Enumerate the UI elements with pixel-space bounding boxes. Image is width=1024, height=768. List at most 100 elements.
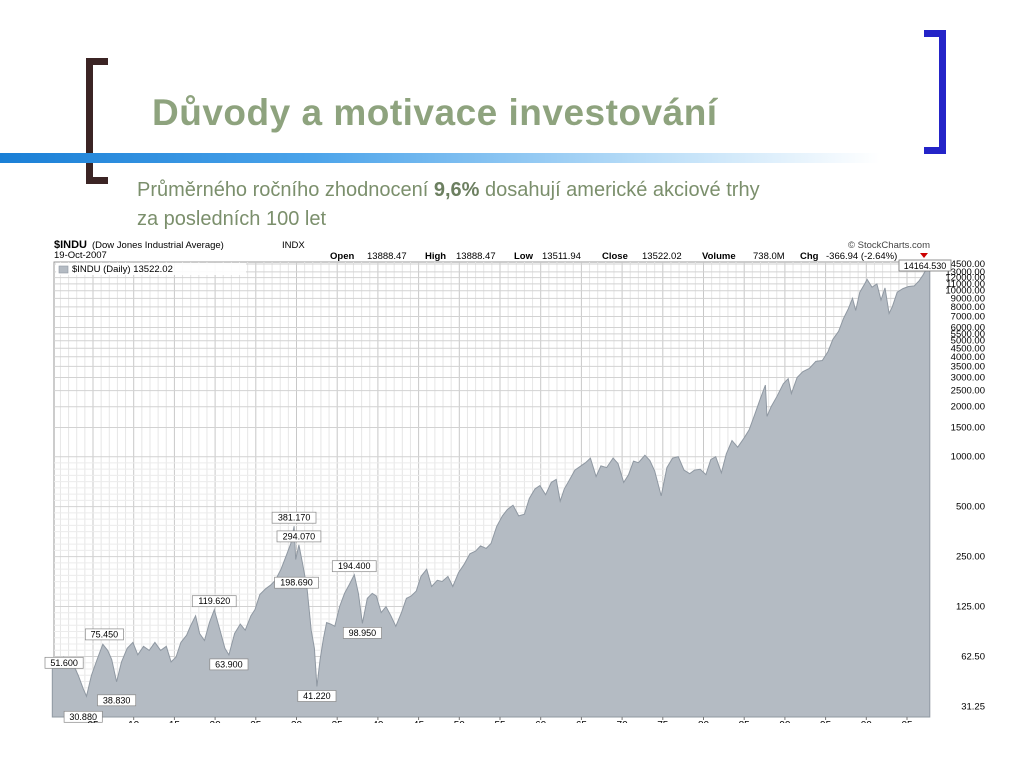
x-tick-label: 90 [779, 720, 791, 723]
last-value-label: 14164.530 [904, 261, 947, 271]
low-label: Low [514, 251, 534, 262]
annotation-label: 41.220 [303, 691, 331, 701]
close-label: Close [602, 251, 628, 262]
y-tick-label: 125.00 [956, 602, 985, 613]
legend-label: $INDU (Daily) 13522.02 [72, 264, 173, 275]
x-tick-label: 75 [657, 720, 669, 723]
down-arrow-icon [920, 253, 928, 258]
last-value-tag [898, 259, 952, 272]
y-tick-label: 62.50 [961, 652, 985, 663]
legend-box [56, 263, 246, 275]
y-tick-label: 11000.00 [946, 279, 985, 290]
subtitle-line-2: za posledních 100 let [137, 208, 327, 230]
subtitle-highlight-value: 9,6% [433, 179, 480, 201]
y-tick-label: 1000.00 [951, 452, 985, 463]
close-value: 13522.02 [642, 251, 682, 262]
x-tick-label: 95 [820, 720, 832, 723]
y-tick-label: 5000.00 [951, 336, 985, 347]
chart-exchange: INDX [282, 240, 305, 251]
y-axis: 31.25 62.50 125.00 250.00 500.00 1000.00 1500.… [898, 259, 985, 713]
annotation-box [209, 658, 249, 671]
chart-date: 19-Oct-2007 [54, 250, 107, 261]
volume-value: 738.0M [753, 251, 785, 262]
x-tick-label: 05 [901, 720, 913, 723]
y-tick-label: 14500.00 [945, 259, 985, 270]
annotation-box [191, 595, 237, 608]
high-label: High [425, 251, 446, 262]
bracket-right-decoration [924, 30, 946, 154]
dow-jones-chart: $INDU (Dow Jones Industrial Average) IND… [44, 237, 992, 731]
x-tick-label: 30 [291, 720, 303, 723]
annotation-box [274, 576, 319, 589]
chg-value: -366.94 (-2.64%) [826, 251, 897, 262]
y-tick-label: 3500.00 [951, 361, 985, 372]
low-value: 13511.94 [542, 251, 581, 262]
slide-subtitle: Průměrného ročního zhodnocení 9,6% dosah… [137, 176, 937, 234]
annotation-box [84, 628, 124, 641]
y-tick-label: 250.00 [956, 552, 985, 563]
y-tick-label: 12000.00 [945, 273, 985, 284]
annotation-box [97, 694, 137, 707]
y-tick-label: 5500.00 [951, 329, 985, 340]
subtitle-text-start: Průměrného ročního zhodnocení [137, 179, 434, 201]
y-tick-label: 2000.00 [951, 402, 985, 413]
annotation-box [342, 627, 382, 639]
x-tick-label: 40 [372, 720, 384, 723]
x-tick-label: 65 [576, 720, 588, 723]
y-tick-label: 6000.00 [951, 323, 985, 334]
annotation-label: 294.070 [283, 531, 316, 541]
x-tick-label: 85 [739, 720, 751, 723]
annotation-label: 194.400 [338, 561, 371, 571]
annotation-box [331, 560, 377, 573]
dow-area-series [51, 264, 931, 718]
annotation-label: 38.830 [103, 695, 131, 705]
y-tick-label: 10000.00 [945, 286, 985, 297]
chart-brand: © StockCharts.com [848, 240, 930, 251]
open-value: 13888.47 [367, 251, 407, 262]
annotation-box [276, 530, 322, 543]
legend-swatch [58, 265, 69, 274]
y-tick-label: 31.25 [961, 702, 985, 713]
y-tick-label: 9000.00 [951, 293, 985, 304]
chart-symbol: $INDU [54, 239, 87, 251]
chart-svg: $INDU (Dow Jones Industrial Average) IND… [44, 237, 992, 731]
annotation-label: 51.600 [50, 658, 78, 668]
y-tick-label: 4000.00 [951, 352, 985, 363]
y-tick-label: 7000.00 [951, 311, 985, 322]
annotation-box [297, 690, 337, 702]
annotation-label: 75.450 [91, 629, 119, 639]
x-tick-label: 55 [494, 720, 506, 723]
bracket-left-decoration [86, 58, 108, 184]
annotation-box [271, 511, 317, 524]
slide-title: Důvody a motivace investování [152, 92, 718, 133]
y-tick-label: 1500.00 [951, 423, 985, 434]
chart-index-name: (Dow Jones Industrial Average) [92, 240, 224, 251]
y-tick-label: 4500.00 [951, 343, 985, 354]
x-tick-label: 10 [128, 720, 140, 723]
volume-label: Volume [702, 251, 736, 262]
x-tick-label: 80 [698, 720, 710, 723]
x-tick-label: 45 [413, 720, 425, 723]
annotation-label: 63.900 [215, 659, 243, 669]
high-value: 13888.47 [456, 251, 496, 262]
annotation-label: 381.170 [278, 513, 311, 523]
x-tick-label: 60 [535, 720, 547, 723]
x-tick-label: 25 [250, 720, 262, 723]
x-tick-label: 50 [454, 720, 466, 723]
title-underline-bar [0, 153, 880, 163]
annotation-label: 198.690 [280, 578, 313, 588]
annotation-box [44, 656, 84, 669]
x-tick-label: 05 [87, 720, 99, 723]
x-tick-label: 15 [169, 720, 181, 723]
open-label: Open [330, 251, 354, 262]
x-tick-label: 35 [332, 720, 344, 723]
x-tick-label: 00 [861, 720, 873, 723]
y-tick-label: 13000.00 [945, 267, 985, 278]
chart-annotations: 51.600 30.880 75.450 38.830 119.620 63.900 381… [44, 511, 382, 723]
annotation-box [63, 710, 103, 723]
y-tick-label: 3000.00 [951, 373, 985, 384]
chg-label: Chg [800, 251, 819, 262]
x-tick-label: 70 [617, 720, 629, 723]
y-tick-label: 500.00 [956, 502, 985, 513]
annotation-label: 30.880 [69, 712, 97, 722]
